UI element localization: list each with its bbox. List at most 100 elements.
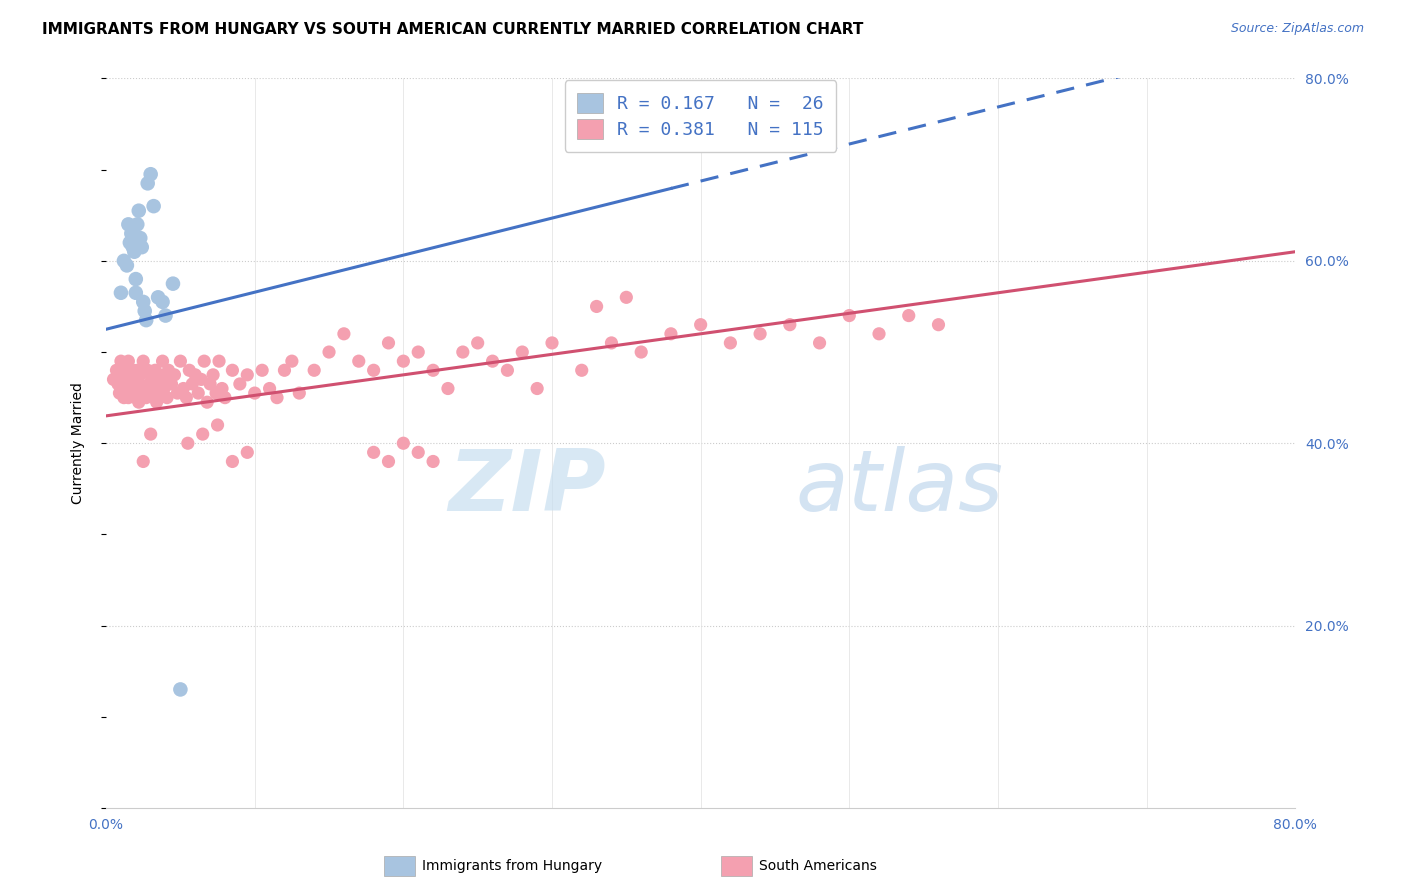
Point [107,376,129,391]
Point [129,231,152,245]
Point [125,391,148,405]
Point [422,454,444,468]
Point [169,354,191,368]
Legend: R = 0.167   N =  26, R = 0.381   N = 115: R = 0.167 N = 26, R = 0.381 N = 115 [565,80,837,152]
Point [193,354,215,368]
Point [273,363,295,377]
Point [541,335,564,350]
Point [139,368,162,382]
Point [659,136,682,150]
Point [110,354,132,368]
Point [157,363,180,377]
Point [211,382,233,396]
Point [422,363,444,377]
Point [281,354,304,368]
Point [128,395,150,409]
Point [510,345,533,359]
Point [115,376,138,391]
Point [118,368,141,382]
Point [496,363,519,377]
Point [179,363,201,377]
Point [136,363,159,377]
Point [134,382,156,396]
Point [571,363,593,377]
Point [142,372,165,386]
Point [149,368,172,382]
Point [187,386,209,401]
Point [135,313,157,327]
Point [172,382,194,396]
Point [451,345,474,359]
Point [120,227,142,241]
Point [108,386,131,401]
Point [132,294,155,309]
Point [214,391,236,405]
Text: IMMIGRANTS FROM HUNGARY VS SOUTH AMERICAN CURRENTLY MARRIED CORRELATION CHART: IMMIGRANTS FROM HUNGARY VS SOUTH AMERICA… [42,22,863,37]
Point [118,386,141,401]
Point [363,445,385,459]
Point [162,277,184,291]
Point [135,391,157,405]
Point [152,294,174,309]
Point [105,363,128,377]
Point [120,376,142,391]
Point [406,345,429,359]
Point [236,368,259,382]
Point [779,318,801,332]
Text: Immigrants from Hungary: Immigrants from Hungary [422,859,602,873]
Point [110,285,132,300]
Point [467,335,489,350]
Point [333,326,356,341]
Point [128,376,150,391]
Point [128,203,150,218]
Point [131,386,153,401]
Point [134,304,156,318]
Point [139,427,162,442]
Point [125,285,148,300]
Point [131,240,153,254]
Point [114,363,136,377]
Point [112,391,135,405]
Point [124,244,146,259]
Point [129,368,152,382]
Point [749,326,772,341]
Point [377,454,399,468]
Point [121,240,143,254]
Point [121,363,143,377]
Point [302,363,325,377]
Point [143,363,166,377]
Point [132,354,155,368]
Point [927,318,949,332]
Point [198,376,221,391]
Point [250,363,273,377]
Point [585,300,607,314]
Point [155,372,177,386]
Point [115,259,138,273]
Point [146,290,169,304]
Text: atlas: atlas [796,445,1004,528]
Point [190,372,212,386]
Point [897,309,920,323]
Point [195,395,218,409]
Point [117,218,139,232]
Point [208,354,231,368]
Point [437,382,460,396]
Point [184,368,207,382]
Point [132,454,155,468]
Y-axis label: Currently Married: Currently Married [72,383,86,504]
Point [221,454,243,468]
Point [138,376,160,391]
Point [236,445,259,459]
Point [614,290,637,304]
Point [125,272,148,286]
Point [153,382,176,396]
Point [145,395,167,409]
Point [125,382,148,396]
Point [630,345,652,359]
Point [266,391,288,405]
Point [169,682,191,697]
Point [229,376,252,391]
Point [146,376,169,391]
Point [221,363,243,377]
Point [103,372,125,386]
